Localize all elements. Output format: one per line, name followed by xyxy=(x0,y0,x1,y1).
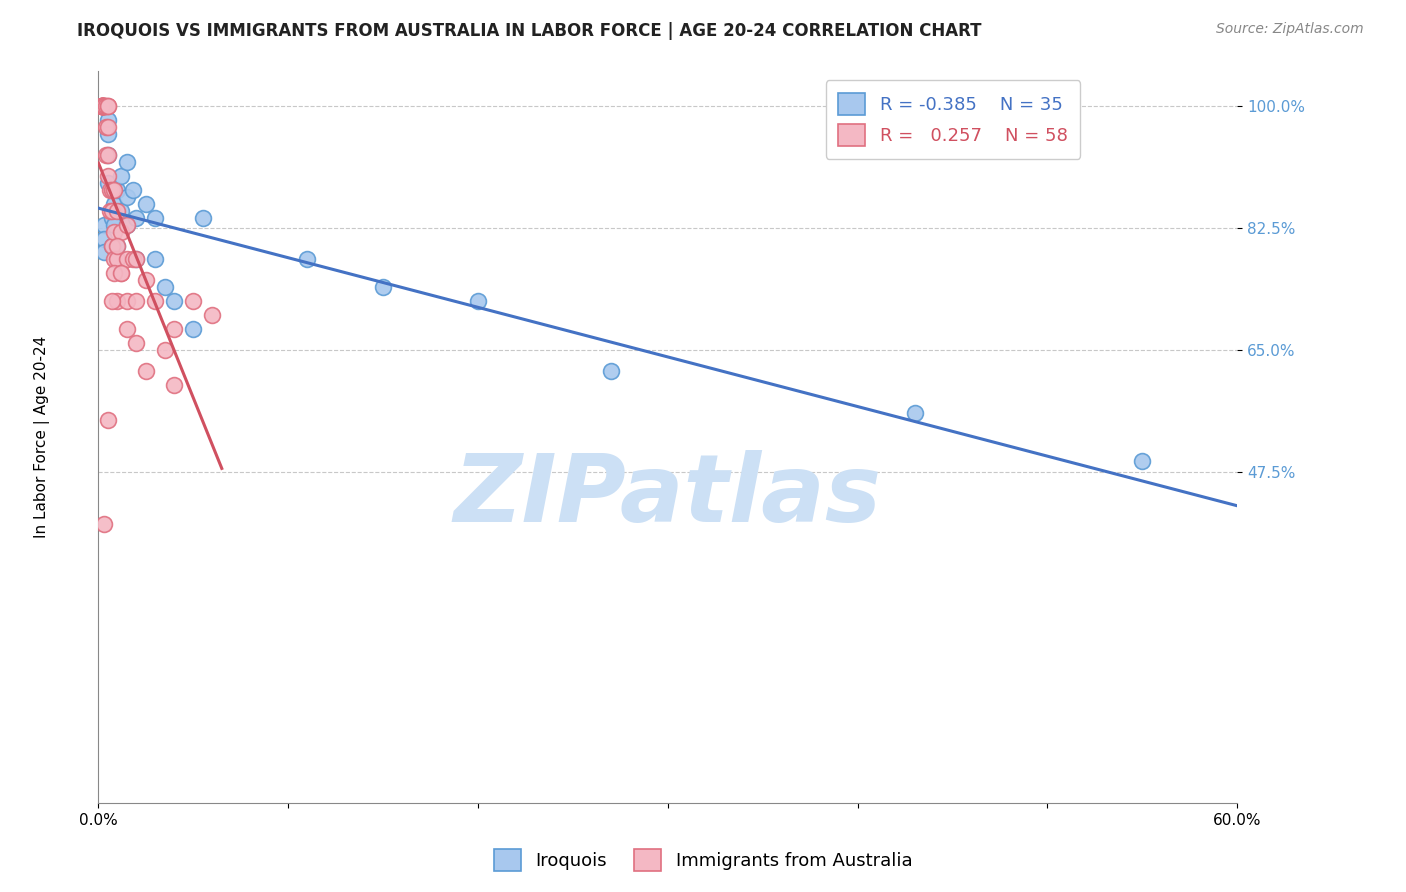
Point xyxy=(103,225,125,239)
Point xyxy=(103,266,125,280)
Point xyxy=(93,99,115,113)
Point xyxy=(100,183,122,197)
Point xyxy=(121,252,143,267)
Point xyxy=(125,252,148,267)
Point xyxy=(97,148,120,162)
Point xyxy=(97,99,120,113)
Point xyxy=(183,294,205,309)
Point xyxy=(91,99,114,113)
Point xyxy=(93,245,115,260)
Point xyxy=(145,211,167,225)
Text: ZIPatlas: ZIPatlas xyxy=(454,450,882,541)
Point xyxy=(93,99,115,113)
Point xyxy=(97,412,120,426)
Point xyxy=(163,322,186,336)
Point xyxy=(110,266,132,280)
Point xyxy=(97,176,120,190)
Point xyxy=(100,203,122,218)
Point xyxy=(94,148,117,162)
Point xyxy=(107,183,129,197)
Point xyxy=(94,99,117,113)
Point xyxy=(100,211,122,225)
Point xyxy=(103,183,125,197)
Point xyxy=(904,406,927,420)
Point xyxy=(91,99,114,113)
Point xyxy=(100,294,122,309)
Point xyxy=(135,196,157,211)
Point xyxy=(97,127,120,141)
Point xyxy=(98,203,121,218)
Point xyxy=(93,99,115,113)
Point xyxy=(107,203,129,218)
Point xyxy=(103,252,125,267)
Point xyxy=(1132,454,1154,468)
Point xyxy=(97,169,120,183)
Point xyxy=(97,148,120,162)
Point xyxy=(191,211,214,225)
Point xyxy=(100,238,122,252)
Point xyxy=(467,294,489,309)
Point xyxy=(135,273,157,287)
Point xyxy=(183,322,205,336)
Point xyxy=(153,343,176,357)
Point xyxy=(97,99,120,113)
Point xyxy=(94,120,117,134)
Point xyxy=(103,218,125,232)
Point xyxy=(100,183,122,197)
Point xyxy=(125,211,148,225)
Point xyxy=(163,294,186,309)
Point xyxy=(91,99,114,113)
Text: Source: ZipAtlas.com: Source: ZipAtlas.com xyxy=(1216,22,1364,37)
Point xyxy=(91,99,114,113)
Point xyxy=(115,322,138,336)
Point xyxy=(110,266,132,280)
Point xyxy=(145,252,167,267)
Point xyxy=(100,238,122,252)
Point xyxy=(121,183,143,197)
Point xyxy=(91,99,114,113)
Point xyxy=(145,294,167,309)
Point xyxy=(97,113,120,128)
Point xyxy=(97,120,120,134)
Point xyxy=(91,99,114,113)
Point xyxy=(107,252,129,267)
Point xyxy=(93,231,115,245)
Point xyxy=(93,99,115,113)
Point xyxy=(93,218,115,232)
Point xyxy=(125,252,148,267)
Point xyxy=(115,218,138,232)
Point xyxy=(115,155,138,169)
Point xyxy=(91,99,114,113)
Text: IROQUOIS VS IMMIGRANTS FROM AUSTRALIA IN LABOR FORCE | AGE 20-24 CORRELATION CHA: IROQUOIS VS IMMIGRANTS FROM AUSTRALIA IN… xyxy=(77,22,981,40)
Point xyxy=(125,336,148,351)
Legend: Iroquois, Immigrants from Australia: Iroquois, Immigrants from Australia xyxy=(486,842,920,879)
Point xyxy=(107,294,129,309)
Point xyxy=(110,203,132,218)
Point xyxy=(115,190,138,204)
Point xyxy=(103,196,125,211)
Y-axis label: In Labor Force | Age 20-24: In Labor Force | Age 20-24 xyxy=(34,336,49,538)
Point xyxy=(125,294,148,309)
Point xyxy=(93,99,115,113)
Point xyxy=(98,183,121,197)
Point xyxy=(115,218,138,232)
Point xyxy=(297,252,319,267)
Point xyxy=(107,238,129,252)
Point xyxy=(107,238,129,252)
Point xyxy=(201,308,224,322)
Point xyxy=(91,99,114,113)
Point xyxy=(93,517,115,532)
Legend: R = -0.385    N = 35, R =   0.257    N = 58: R = -0.385 N = 35, R = 0.257 N = 58 xyxy=(825,80,1080,159)
Point xyxy=(91,99,114,113)
Point xyxy=(115,294,138,309)
Point xyxy=(91,99,114,113)
Point xyxy=(110,225,132,239)
Point xyxy=(163,377,186,392)
Point xyxy=(153,280,176,294)
Point xyxy=(600,364,623,378)
Point xyxy=(110,169,132,183)
Point xyxy=(135,364,157,378)
Point xyxy=(115,252,138,267)
Point xyxy=(371,280,394,294)
